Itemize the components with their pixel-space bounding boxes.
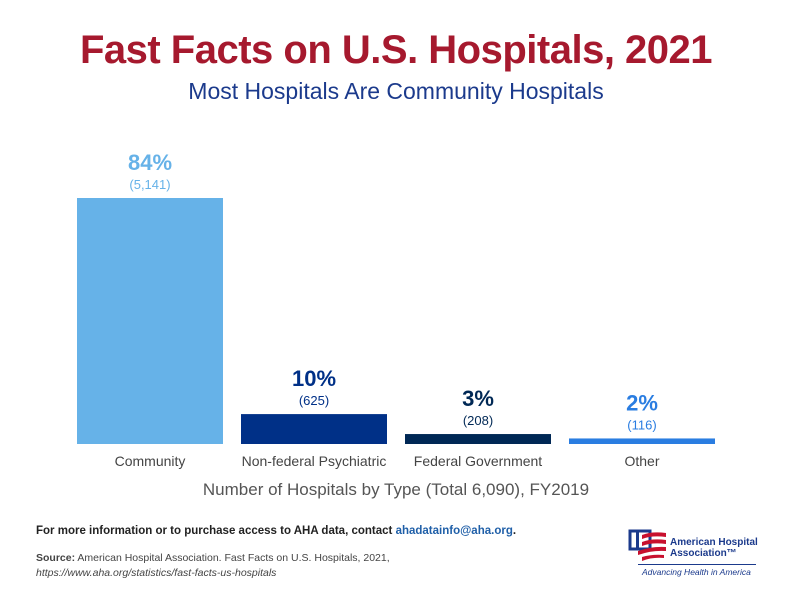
email-link[interactable]: ahadatainfo@aha.org (395, 525, 513, 537)
percent-label: 84% (128, 150, 172, 175)
bar-chart: 84% (5,141) Community 10% (625) Non-federal P… (77, 150, 715, 469)
percent-label: 10% (292, 366, 336, 391)
aha-logo-icon (628, 529, 666, 561)
source-note: Source: American Hospital Association. F… (36, 551, 390, 581)
page-title: Fast Facts on U.S. Hospitals, 2021 (79, 28, 713, 72)
source-text: American Hospital Association. Fast Fact… (75, 552, 390, 564)
category-label: Other (624, 453, 659, 469)
logo-name: American Hospital Association™ (670, 537, 758, 559)
info-end: . (512, 525, 517, 537)
source-url: https://www.aha.org/statistics/fast-fact… (36, 567, 277, 579)
info-label: For more information or to purchase acce… (36, 525, 396, 537)
logo-divider (638, 564, 756, 565)
percent-label: 2% (626, 390, 658, 415)
category-label: Non-federal Psychiatric (242, 453, 387, 469)
category-label: Federal Government (414, 453, 543, 469)
count-label: (625) (299, 393, 329, 408)
bar-0 (77, 198, 223, 444)
bar-1 (241, 414, 387, 444)
info-text: For more information or to purchase acce… (36, 525, 516, 537)
count-label: (116) (627, 417, 656, 432)
source-label: Source: (36, 552, 76, 564)
bar-3 (569, 438, 715, 444)
bar-2 (405, 434, 551, 444)
percent-label: 3% (462, 386, 494, 411)
logo-tagline: Advancing Health in America (642, 567, 751, 577)
page-subtitle: Most Hospitals Are Community Hospitals (188, 78, 604, 104)
category-label: Community (115, 453, 186, 469)
count-label: (208) (463, 413, 493, 428)
aha-logo: American Hospital Association™ Advancing … (628, 529, 758, 581)
count-label: (5,141) (129, 177, 170, 192)
x-axis-title: Number of Hospitals by Type (Total 6,090… (202, 480, 590, 499)
